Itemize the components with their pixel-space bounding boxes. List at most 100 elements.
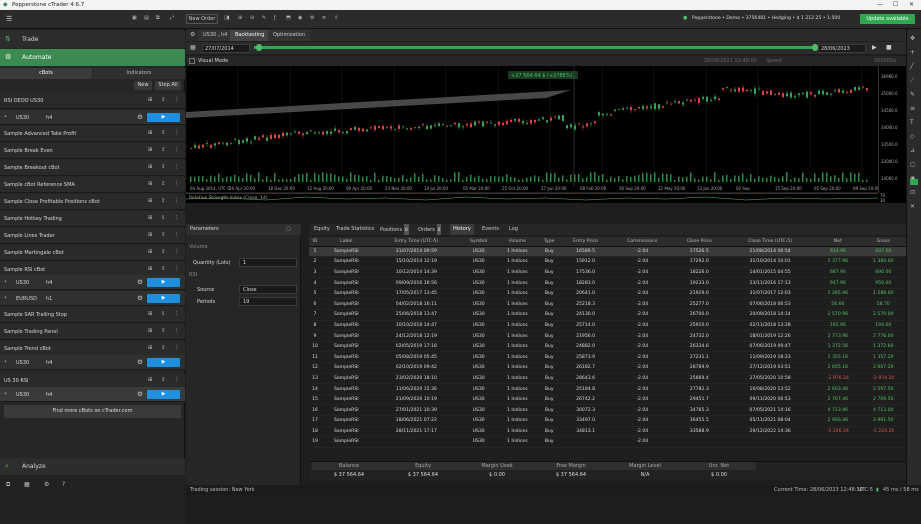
- more-icon[interactable]: ⋮: [174, 232, 180, 238]
- instance-symbol[interactable]: US30: [16, 392, 30, 398]
- tab-positions[interactable]: Positions 0: [377, 224, 412, 235]
- minimize-icon[interactable]: —: [877, 1, 883, 8]
- add-instance-icon[interactable]: ⊞: [148, 377, 153, 383]
- cbot-item[interactable]: Sample cBot Reference SMA ⊞ ⇪ ⋮: [0, 177, 185, 193]
- add-instance-icon[interactable]: ⊞: [148, 147, 153, 153]
- share-icon[interactable]: ⇪: [161, 164, 166, 170]
- share-icon[interactable]: ⇪: [161, 97, 166, 103]
- column-header[interactable]: ID: [309, 237, 321, 247]
- instance-timeframe[interactable]: h1: [46, 296, 53, 302]
- calendar-icon[interactable]: ▦: [190, 44, 196, 51]
- settings-icon[interactable]: ⚙: [310, 15, 315, 21]
- gear-icon[interactable]: ⚙: [137, 358, 143, 366]
- table-row[interactable]: 18 SampleRSI 28/11/2021 17:17 US30 1 Indices…: [309, 426, 906, 438]
- fib-icon[interactable]: ≡: [910, 105, 916, 112]
- table-row[interactable]: 19 SampleRSI US30 1 Indices Buy -2.04: [309, 436, 906, 448]
- table-row[interactable]: 8 SampleRSI 10/10/2018 14:47 US30 1 Indices B…: [309, 320, 906, 332]
- instance-symbol[interactable]: US30: [16, 115, 30, 121]
- instance-timeframe[interactable]: h4: [46, 392, 53, 398]
- cursor-icon[interactable]: ✥: [910, 35, 916, 42]
- add-instance-icon[interactable]: ⊞: [148, 97, 153, 103]
- table-row[interactable]: 5 SampleRSI 17/05/2017 13:45 US30 1 Indices B…: [309, 288, 906, 300]
- start-handle[interactable]: [256, 44, 262, 51]
- more-icon[interactable]: ⋮: [174, 266, 180, 272]
- template-icon[interactable]: ⬒: [286, 15, 291, 21]
- play-icon[interactable]: ▶: [872, 44, 877, 51]
- crosshair-icon[interactable]: +: [910, 49, 916, 56]
- nav-analyze[interactable]: ⌕ Analyze: [0, 458, 185, 475]
- add-instance-icon[interactable]: ⊞: [148, 164, 153, 170]
- lock-icon[interactable]: ⊡: [910, 189, 916, 196]
- tab-cbots[interactable]: cBots: [0, 68, 92, 79]
- instance-timeframe[interactable]: h4: [46, 280, 53, 286]
- gear-icon[interactable]: ⚙: [137, 390, 143, 398]
- add-instance-icon[interactable]: ⊞: [148, 198, 153, 204]
- more-icon[interactable]: ⋮: [174, 181, 180, 187]
- expand-icon[interactable]: ⤢: [170, 15, 175, 21]
- table-row[interactable]: 13 SampleRSI 23/02/2020 18:10 US30 1 Indices…: [309, 373, 906, 385]
- nav-automate[interactable]: ⚙ Automate: [0, 49, 185, 66]
- nav-trade[interactable]: ⇅ Trade: [0, 31, 185, 48]
- screenshot-icon[interactable]: ◉: [298, 15, 303, 21]
- source-select[interactable]: Close: [239, 285, 297, 294]
- gear-icon[interactable]: ⚙: [137, 113, 143, 121]
- play-button[interactable]: ▶: [147, 358, 180, 367]
- table-row[interactable]: 7 SampleRSI 25/06/2018 13:47 US30 1 Indices B…: [309, 309, 906, 321]
- column-header[interactable]: Entry Time (UTC-5): [371, 237, 462, 247]
- timezone[interactable]: UTC-5: [858, 487, 873, 493]
- table-row[interactable]: 4 SampleRSI 09/09/2016 16:56 US30 1 Indices B…: [309, 277, 906, 289]
- cbot-item[interactable]: Sample Lines Trader ⊞ ⇪ ⋮: [0, 228, 185, 244]
- play-button[interactable]: ▶: [147, 278, 180, 287]
- tab-indicators[interactable]: Indicators: [93, 68, 185, 79]
- comment-icon[interactable]: ◻: [910, 161, 915, 168]
- share-icon[interactable]: ⇪: [161, 215, 166, 221]
- cbot-item[interactable]: Sample SAR Trailing Stop ⊞ ⇪ ⋮: [0, 307, 185, 323]
- table-row[interactable]: 12 SampleRSI 02/10/2019 09:42 US30 1 Indices…: [309, 362, 906, 374]
- indicators-icon[interactable]: ƒ: [274, 15, 276, 21]
- delete-icon[interactable]: ✕: [910, 203, 916, 210]
- maximize-icon[interactable]: ☐: [893, 1, 899, 8]
- add-instance-icon[interactable]: ⊞: [148, 249, 153, 255]
- news-icon[interactable]: ▦: [24, 481, 30, 488]
- table-row[interactable]: 14 SampleRSI 11/06/2020 15:36 US30 1 Indices…: [309, 383, 906, 395]
- gear-icon[interactable]: ⚙: [137, 278, 143, 286]
- tab-events[interactable]: Events: [482, 226, 499, 232]
- play-button[interactable]: ▶: [147, 390, 180, 399]
- pen-icon[interactable]: ✎: [910, 91, 916, 98]
- tab-history[interactable]: History: [450, 224, 474, 235]
- cbot-instance[interactable]: • EURUSD h1 ⚙ ▶: [0, 291, 185, 306]
- instance-symbol[interactable]: US30: [16, 280, 30, 286]
- cbot-item[interactable]: Sample Hotkey Trading ⊞ ⇪ ⋮: [0, 211, 185, 227]
- account-info[interactable]: Pepperstone • Demo • 3756481 • Hedging •…: [692, 16, 841, 21]
- zoom-out-icon[interactable]: ⊖: [250, 15, 255, 21]
- start-date-input[interactable]: 27/07/2014: [202, 44, 250, 53]
- end-date-input[interactable]: 28/06/2023: [818, 44, 866, 53]
- column-header[interactable]: Gross: [860, 237, 906, 247]
- tab-symbol[interactable]: US30 , h4: [198, 30, 233, 41]
- cbot-item[interactable]: RSI DEOO US30 ⊞ ⇪ ⋮: [0, 93, 185, 109]
- stop-icon[interactable]: ■: [886, 44, 892, 51]
- tab-orders[interactable]: Orders 0: [415, 224, 444, 235]
- table-row[interactable]: 2 SampleRSI 15/10/2014 12:19 US30 1 Indices B…: [309, 256, 906, 268]
- eye-icon[interactable]: ◉: [910, 175, 915, 182]
- share-icon[interactable]: ⇪: [161, 311, 166, 317]
- table-row[interactable]: 10 SampleRSI 02/05/2019 17:18 US30 1 Indices…: [309, 341, 906, 353]
- tab-optimization[interactable]: Optimization: [268, 30, 310, 41]
- instance-timeframe[interactable]: h4: [46, 115, 53, 121]
- share-icon[interactable]: ⇪: [161, 198, 166, 204]
- play-button[interactable]: ▶: [147, 113, 180, 122]
- copy-icon[interactable]: ⧉: [6, 481, 11, 488]
- cbot-instance[interactable]: • US30 h4 ⚙ ▶: [0, 355, 185, 370]
- more-icon[interactable]: ⋮: [174, 198, 180, 204]
- cbot-item[interactable]: Sample Martingale cBot ⊞ ⇪ ⋮: [0, 245, 185, 261]
- table-row[interactable]: 16 SampleRSI 27/01/2021 10:39 US30 1 Indices…: [309, 404, 906, 416]
- add-instance-icon[interactable]: ⊞: [148, 181, 153, 187]
- cbot-instance[interactable]: • US30 h4 ⚙ ▶: [0, 275, 185, 290]
- gear-icon[interactable]: ⚙: [137, 294, 143, 302]
- share-icon[interactable]: ⇪: [161, 181, 166, 187]
- cbot-item[interactable]: Sample Advanced Take Profit ⊞ ⇪ ⋮: [0, 126, 185, 142]
- add-instance-icon[interactable]: ⊞: [148, 311, 153, 317]
- draw-icon[interactable]: ✎: [262, 15, 267, 21]
- table-row[interactable]: 3 SampleRSI 10/12/2014 14:39 US30 1 Indices B…: [309, 267, 906, 279]
- settings-icon[interactable]: ⚙: [44, 481, 50, 488]
